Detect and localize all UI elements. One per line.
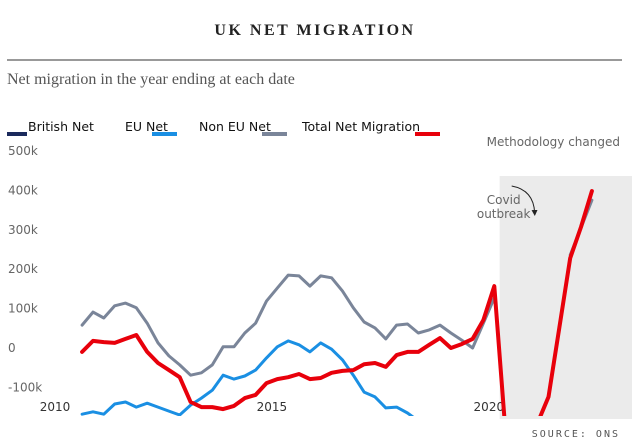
y-tick-label: 200k bbox=[8, 262, 38, 276]
lines-layer bbox=[80, 189, 594, 416]
source-bg bbox=[538, 424, 624, 442]
legend-label: Total Net Migration bbox=[301, 119, 420, 134]
chart-title: UK NET MIGRATION bbox=[214, 22, 415, 39]
y-tick-label: 400k bbox=[8, 183, 38, 197]
covid-arrow bbox=[511, 185, 538, 216]
legend-label: EU Net bbox=[125, 119, 168, 134]
y-tick-label: 500k bbox=[8, 144, 38, 158]
x-tick-label: 2020 bbox=[474, 400, 505, 414]
covid-label: Covid bbox=[487, 193, 521, 207]
y-tick-label: -100k bbox=[8, 380, 42, 394]
x-tick-label: 2010 bbox=[40, 400, 71, 414]
legend-label: British Net bbox=[28, 119, 94, 134]
source: SOURCE: ONS bbox=[532, 429, 620, 440]
y-tick-label: 300k bbox=[8, 223, 38, 237]
x-tick-label: 2015 bbox=[257, 400, 288, 414]
y-tick-label: 100k bbox=[8, 302, 38, 316]
covid-label: outbreak bbox=[477, 207, 531, 221]
chart-subtitle: Net migration in the year ending at each… bbox=[7, 71, 295, 88]
shade-label: Methodology changed bbox=[487, 135, 620, 149]
axes-layer: 500k 400k 300k 200k 100k 0 -100k 2010 2015 2020 bbox=[8, 144, 504, 414]
legend-label: Non EU Net bbox=[199, 119, 271, 134]
series-line bbox=[80, 339, 415, 416]
series-line bbox=[80, 189, 594, 416]
y-tick-label: 0 bbox=[8, 341, 16, 355]
legend: British Net EU Net Non EU Net Total Net Mig… bbox=[7, 119, 440, 136]
